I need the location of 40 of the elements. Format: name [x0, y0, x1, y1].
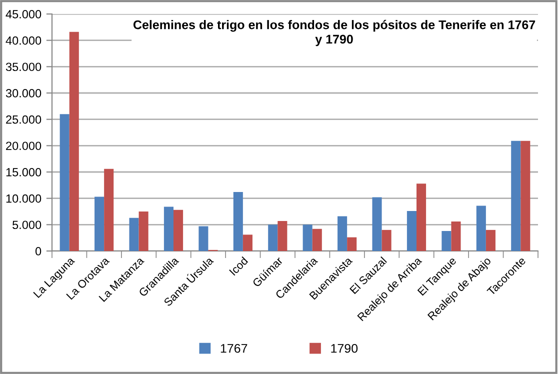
bar: [198, 226, 208, 251]
text: Celemines de trigo en los fondos de los pósitos de Tenerife en 1767 y 1790: [133, 20, 536, 46]
bar: [406, 210, 416, 251]
bar: [138, 212, 148, 251]
bar: [129, 218, 139, 251]
legend-label: 1790: [331, 344, 358, 353]
y-tick-label: 20.000: [6, 142, 42, 150]
bar: [69, 32, 79, 251]
y-tick-label: 25.000: [6, 115, 42, 124]
y-tick-label: 0: [35, 247, 42, 256]
bar: [242, 234, 252, 251]
bar: [174, 210, 184, 251]
bar: [442, 230, 452, 251]
bar: [302, 224, 312, 251]
y-tick-label: 40.000: [6, 36, 42, 45]
bar: [164, 206, 174, 251]
bar: [278, 220, 288, 251]
y-tick-label: 30.000: [6, 89, 42, 98]
y-tick-label: 10.000: [6, 194, 42, 203]
bar: [416, 184, 426, 251]
bar: [486, 230, 496, 251]
bar: [511, 140, 521, 251]
bar: [233, 192, 243, 251]
bar: [347, 237, 357, 251]
bar: [104, 168, 114, 251]
y-tick-label: 35.000: [6, 62, 42, 72]
y-tick-label: 15.000: [6, 168, 42, 176]
bar: [382, 230, 392, 251]
bar: [451, 222, 461, 251]
bar: [372, 197, 382, 251]
bar: [94, 196, 104, 251]
legend-label: 1767: [220, 344, 248, 353]
bar: [476, 206, 486, 251]
bar: [520, 140, 530, 251]
bar: [312, 228, 322, 251]
y-tick-label: 45.000: [6, 10, 42, 18]
bar: [338, 216, 348, 251]
bar: [268, 224, 278, 251]
y-tick-label: 5.000: [12, 220, 42, 230]
bar: [60, 114, 70, 251]
